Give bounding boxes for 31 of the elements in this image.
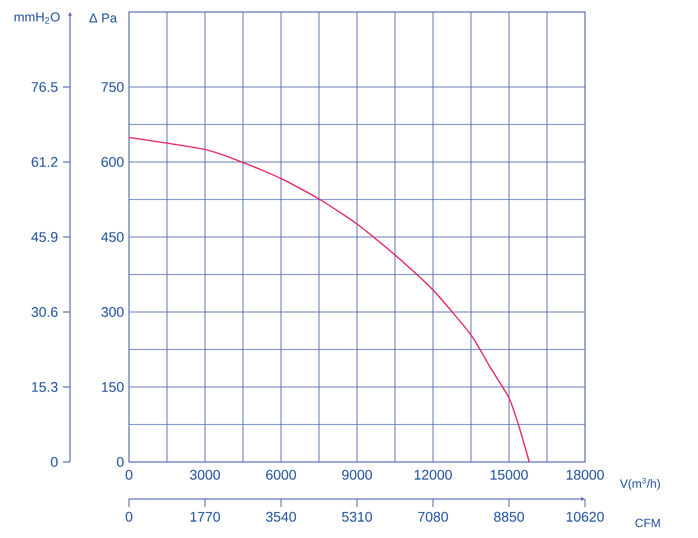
x-tick-label: 0 [126,470,132,480]
y-tick-label: 450 [101,232,124,242]
x2-tick-label: 10620 [566,512,604,522]
x-tick-label: 9000 [342,470,372,480]
y2-axis-title: mmH$_{2}$O [14,12,60,24]
y-tick-label: 750 [102,82,124,92]
y-axis-title: Δ Pa [89,13,118,23]
y2-tick-label: 15.3 [32,382,58,392]
x-tick-label: 6000 [266,470,296,480]
y2-tick-label: 0 [50,457,58,467]
x2-tick-label: 5310 [342,512,372,522]
x-axis-title: V(m$^{3}$/h) [620,478,660,490]
y-tick-label: 0 [116,457,124,467]
x2-axis-title: CFM [635,518,660,528]
x2-tick-label: 0 [126,512,132,522]
y-tick-label: 150 [102,382,124,392]
x-tick-label: 3000 [190,470,220,480]
y2-tick-label: 76.5 [32,82,58,92]
line-series [129,136,530,462]
y-tick-label: 600 [102,157,124,167]
x-tick-label: 12000 [414,470,452,480]
y2-tick-label: 30.6 [32,307,58,317]
x2-tick-label: 3540 [266,512,296,522]
x2-tick-label: 8850 [494,512,524,522]
x2-tick-label: 1770 [190,512,220,522]
x2-tick-label: 7080 [418,512,448,522]
y-tick-label: 300 [101,307,124,317]
y2-tick-label: 61.2 [32,157,58,167]
x-tick-label: 15000 [490,470,528,480]
y2-tick-label: 45.9 [31,232,58,242]
x-tick-label: 18000 [566,470,604,480]
